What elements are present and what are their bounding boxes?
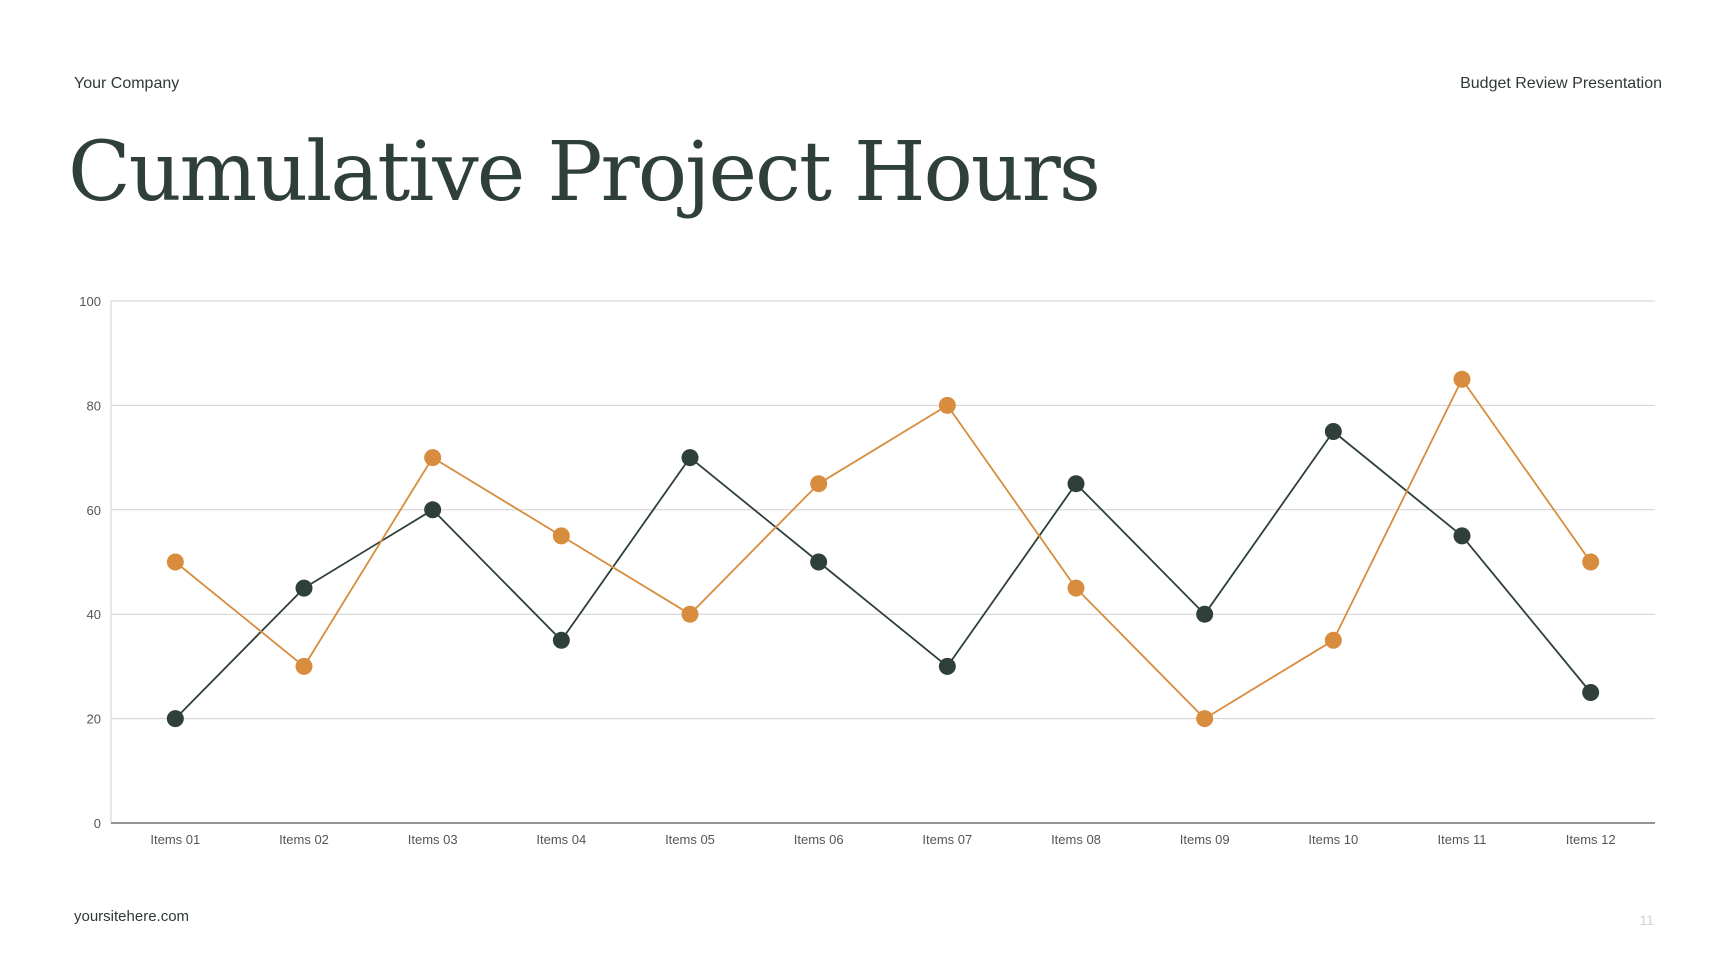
x-tick-label: Items 04: [536, 832, 586, 847]
page-title: Cumulative Project Hours: [68, 125, 1101, 220]
chart-series: [166, 370, 1600, 728]
x-tick-label: Items 11: [1438, 832, 1487, 847]
data-point: [1324, 423, 1342, 440]
data-point: [1324, 631, 1342, 649]
data-point: [938, 396, 956, 414]
data-point: [295, 657, 313, 675]
x-tick-label: Items 05: [665, 832, 715, 847]
data-point: [552, 631, 570, 649]
y-tick-label: 100: [79, 294, 101, 309]
series-line: [174, 430, 1592, 720]
footer-site: yoursitehere.com: [74, 908, 190, 925]
data-point: [166, 553, 184, 571]
data-point: [552, 527, 570, 545]
data-point: [1067, 475, 1085, 493]
company-name: Your Company: [74, 75, 180, 92]
page-number: 11: [1639, 912, 1654, 928]
data-point: [1067, 579, 1085, 597]
y-tick-label: 60: [87, 503, 101, 518]
data-point: [424, 501, 442, 519]
x-tick-label: Items 01: [150, 832, 200, 847]
x-tick-label: Items 06: [794, 832, 844, 847]
data-point: [166, 710, 184, 728]
x-tick-label: Items 09: [1180, 832, 1230, 847]
data-point: [1453, 527, 1471, 545]
data-point: [1453, 370, 1471, 388]
y-tick-label: 20: [87, 712, 101, 727]
deck-title: Budget Review Presentation: [1460, 75, 1662, 92]
series-1: [166, 423, 1600, 728]
data-point: [1582, 553, 1600, 571]
data-point: [1196, 605, 1214, 623]
x-tick-label: Items 12: [1566, 832, 1616, 847]
y-tick-label: 80: [87, 398, 101, 413]
x-axis-ticks: Items 01 Items 02 Items 03 Items 04 Items 05…: [150, 832, 1615, 847]
data-point: [681, 605, 699, 623]
data-point: [295, 579, 313, 597]
data-point: [424, 449, 442, 467]
series-2: [166, 370, 1600, 728]
x-tick-label: Items 03: [408, 832, 458, 847]
series-line: [174, 378, 1592, 720]
data-point: [681, 449, 699, 467]
y-tick-label: 0: [94, 816, 101, 831]
data-point: [1196, 710, 1214, 728]
x-tick-label: Items 08: [1051, 832, 1101, 847]
x-tick-label: Items 10: [1308, 832, 1358, 847]
x-tick-label: Items 07: [922, 832, 972, 847]
data-point: [810, 553, 828, 571]
chart-gridlines: [111, 300, 1655, 720]
chart-axes: [110, 301, 1655, 824]
data-point: [1582, 684, 1600, 701]
x-tick-label: Items 02: [279, 832, 329, 847]
y-tick-label: 40: [87, 607, 101, 622]
y-axis-ticks: 0 20 40 60 80 100: [79, 294, 101, 831]
data-point: [938, 657, 956, 675]
data-point: [810, 475, 828, 493]
